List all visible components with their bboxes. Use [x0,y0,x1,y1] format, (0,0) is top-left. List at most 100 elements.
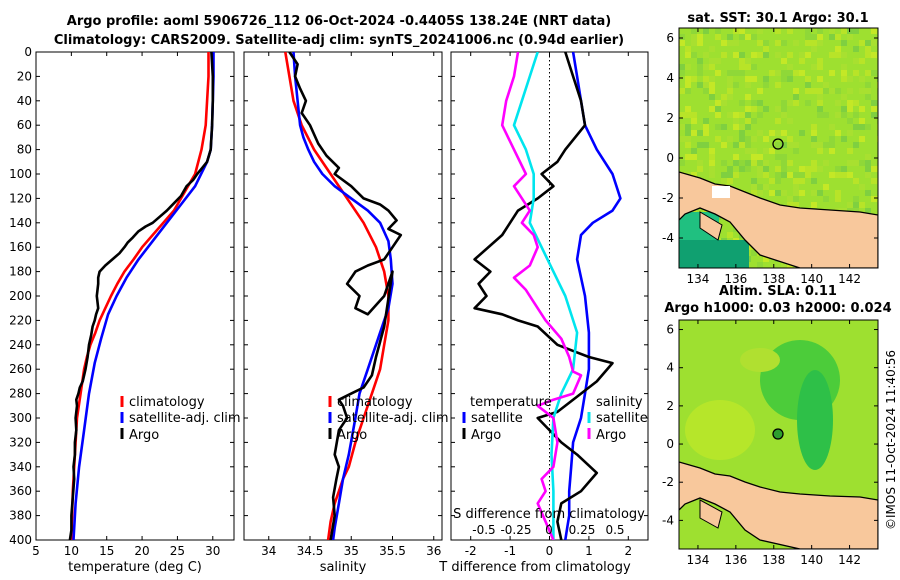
sst-cell [841,64,847,70]
sst-cell [727,40,733,46]
sst-cell [703,76,709,82]
sst-cell [751,160,757,166]
sst-cell [727,232,733,238]
sdiff-xlabel: S difference from climatology [453,507,645,522]
legend-argo: Argo [129,428,159,443]
sst-cell [811,136,817,142]
sst-cell [793,100,799,106]
salinity-legend: climatology satellite-adj. clim Argo [328,395,449,443]
series-line-argo [68,52,215,540]
sst-cell [757,166,763,172]
sst-cell [763,40,769,46]
sst-cell [835,34,841,40]
sst-cell [763,52,769,58]
series-line-temperature-argo [473,52,614,540]
sst-cell [691,70,697,76]
x-tick-label: 34 [261,544,276,558]
sst-cell [679,64,685,70]
sst-cell [733,112,739,118]
x-tick-label: -2 [465,544,477,558]
sst-cell [817,190,823,196]
sst-cell [727,178,733,184]
sst-cell [727,52,733,58]
depth-tick-label: 120 [9,191,32,205]
sst-cell [865,190,871,196]
x-tick-label: 34.5 [297,544,324,558]
sst-cell [757,28,763,34]
sst-cell [853,46,859,52]
sst-cell [715,58,721,64]
sst-cell [757,88,763,94]
sst-cell [805,196,811,202]
sst-cell [835,172,841,178]
legend-climatology-2: climatology [337,395,413,410]
sst-cell [727,172,733,178]
sst-cell [817,142,823,148]
sst-cell [703,52,709,58]
sst-cell [763,172,769,178]
sst-cell [739,70,745,76]
sst-cell [865,40,871,46]
sst-cell [871,166,877,172]
sst-cell [685,142,691,148]
sst-cell [787,70,793,76]
sst-cell [679,70,685,76]
sst-cell [865,28,871,34]
sst-cell [727,34,733,40]
s-diff-ticks: -0.5 -0.25 0 0.25 0.5 [472,523,624,537]
sst-cell [733,142,739,148]
sst-cell [793,178,799,184]
sst-cell [859,88,865,94]
sst-cell [727,88,733,94]
sst-cell [817,106,823,112]
sst-cell [781,40,787,46]
sst-cell [847,172,853,178]
sst-cell [709,76,715,82]
sst-cell [715,112,721,118]
sst-cell [853,160,859,166]
sst-cell [775,190,781,196]
sst-cell [709,46,715,52]
sst-cell [865,124,871,130]
sst-cell [853,196,859,202]
argo-position-marker [772,138,784,150]
sst-cell [775,82,781,88]
sst-cell [781,100,787,106]
sst-cell [727,70,733,76]
sst-cell [739,184,745,190]
sst-cell [817,100,823,106]
map-y-tick-label: -4 [662,231,674,245]
salinity-xlabel: salinity [320,560,367,575]
sst-cell [763,112,769,118]
sst-cell [709,64,715,70]
sst-cell [685,76,691,82]
map-x-tick-label: 138 [762,272,785,286]
sst-cell [847,106,853,112]
sst-cell [799,166,805,172]
sst-cell [853,70,859,76]
sst-cell [841,178,847,184]
sst-cell [775,172,781,178]
sst-cell [721,172,727,178]
sst-cell [805,178,811,184]
sst-cell [745,64,751,70]
sst-cell [853,124,859,130]
sst-cell [841,40,847,46]
x-tick-label: 35 [344,544,359,558]
sst-cell [853,94,859,100]
sst-cell [709,106,715,112]
land-island [699,211,723,241]
sst-cell [835,112,841,118]
x-tick-label: -1 [504,544,516,558]
sst-cell [721,142,727,148]
sst-cell [739,166,745,172]
sst-cell [829,34,835,40]
sst-cell [847,130,853,136]
sst-cell [853,58,859,64]
sst-cell [841,112,847,118]
sst-cell [811,118,817,124]
depth-tick-label: 280 [9,387,32,401]
sst-cell [751,184,757,190]
sst-cell [823,196,829,202]
